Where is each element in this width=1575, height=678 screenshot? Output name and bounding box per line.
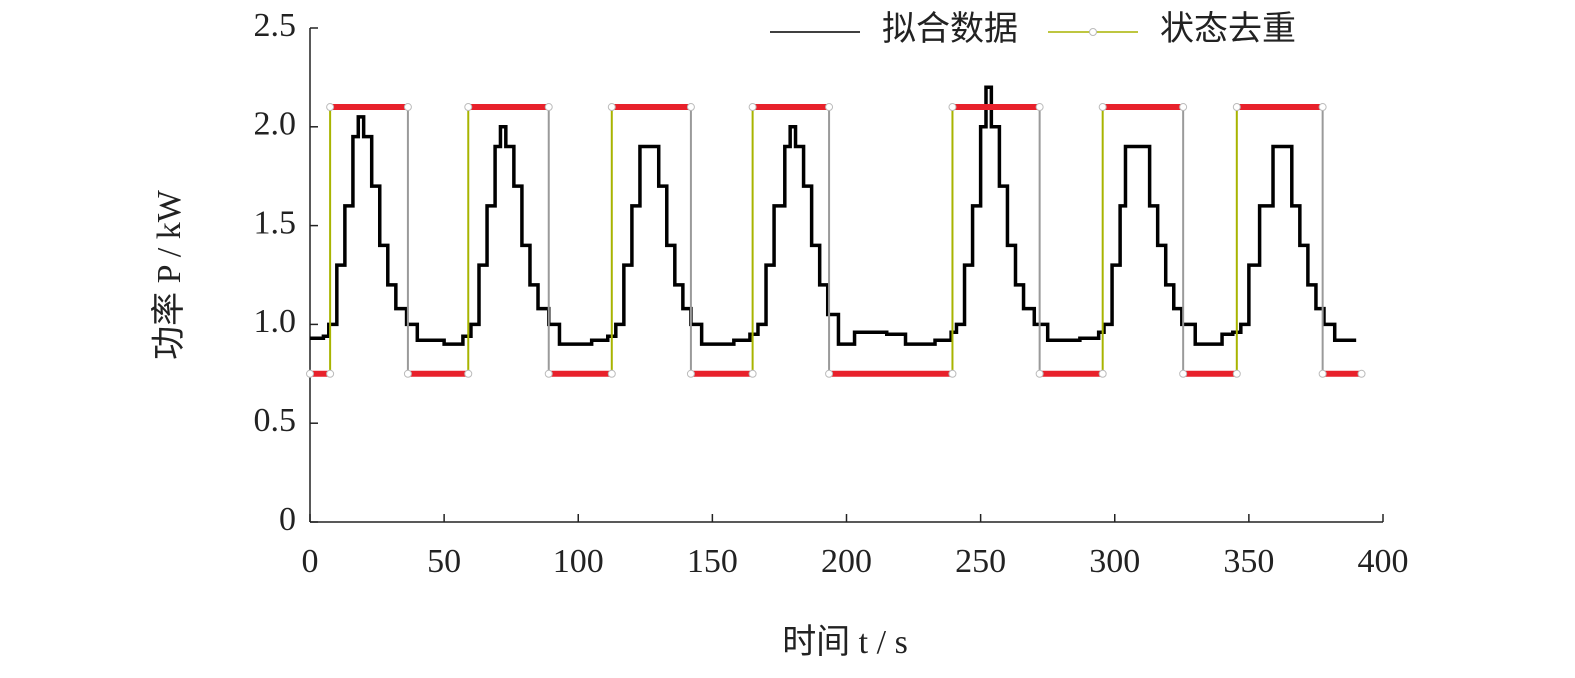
state-marker <box>326 369 335 378</box>
state-marker <box>748 369 757 378</box>
x-tick-label: 200 <box>821 543 872 580</box>
state-marker <box>1035 369 1044 378</box>
legend-label: 拟合数据 <box>882 10 1018 48</box>
x-tick-label: 0 <box>302 543 319 580</box>
state-marker <box>748 103 757 112</box>
x-tick-label: 400 <box>1358 543 1409 580</box>
state-marker <box>607 369 616 378</box>
data-line <box>310 85 1357 346</box>
y-tick-label: 1.0 <box>254 303 297 340</box>
x-tick-label: 350 <box>1223 543 1274 580</box>
state-marker <box>686 369 695 378</box>
x-axis-label: 时间 t / s <box>782 624 908 661</box>
state-marker <box>1318 103 1327 112</box>
state-marker <box>1318 369 1327 378</box>
state-marker <box>948 103 957 112</box>
state-marker <box>464 103 473 112</box>
state-marker <box>464 369 473 378</box>
legend-label: 状态去重 <box>1160 10 1296 48</box>
state-marker <box>306 369 314 378</box>
state-marker <box>1098 369 1107 378</box>
y-tick-label: 0.5 <box>254 402 297 439</box>
state-marker <box>1232 369 1241 378</box>
state-marker <box>403 369 412 378</box>
state-marker <box>825 369 834 378</box>
state-marker <box>544 103 553 112</box>
state-marker <box>326 103 335 112</box>
x-tick-label: 150 <box>687 543 738 580</box>
x-tick-label: 300 <box>1089 543 1140 580</box>
state-marker <box>1179 103 1188 112</box>
x-tick-label: 100 <box>553 543 604 580</box>
state-marker <box>544 369 553 378</box>
state-marker <box>686 103 695 112</box>
state-marker <box>1357 369 1366 378</box>
state-marker <box>1035 103 1044 112</box>
legend-marker <box>1089 28 1097 36</box>
y-tick-label: 1.5 <box>254 204 297 241</box>
state-marker <box>948 369 957 378</box>
state-marker <box>825 103 834 112</box>
state-marker <box>607 103 616 112</box>
state-marker <box>403 103 412 112</box>
state-marker <box>1232 103 1241 112</box>
x-tick-label: 250 <box>955 543 1006 580</box>
x-tick-label: 50 <box>427 543 461 580</box>
y-tick-label: 2.5 <box>254 7 297 44</box>
y-tick-label: 0 <box>279 501 296 538</box>
state-marker <box>1098 103 1107 112</box>
y-axis-label: 功率 P / kW <box>150 189 188 360</box>
y-tick-label: 2.0 <box>254 106 297 143</box>
state-marker <box>1179 369 1188 378</box>
